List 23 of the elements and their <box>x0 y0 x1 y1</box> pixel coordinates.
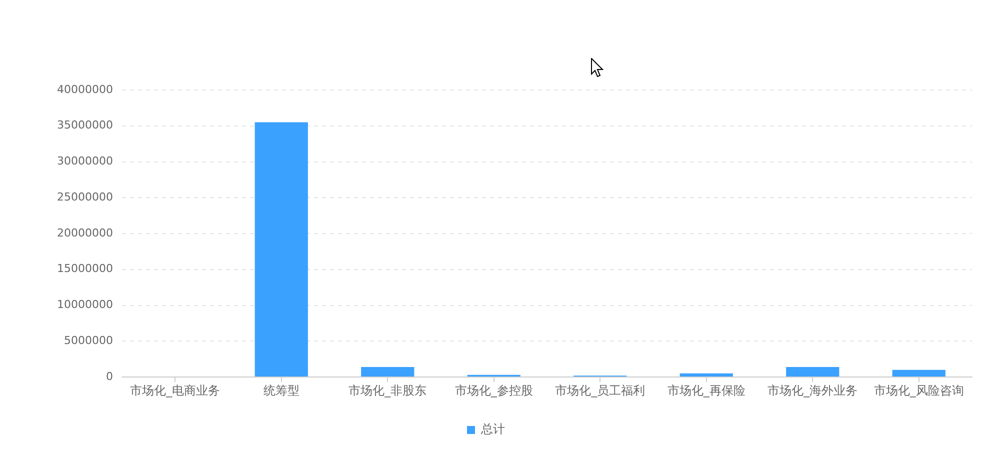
y-tick-label: 10000000 <box>57 298 113 312</box>
x-tick-label: 统筹型 <box>263 383 300 398</box>
bar <box>786 366 840 376</box>
bar <box>892 370 946 376</box>
y-tick-label: 40000000 <box>57 82 113 96</box>
y-tick-label: 35000000 <box>57 118 113 132</box>
bar <box>361 366 414 376</box>
y-tick-label: 20000000 <box>57 226 113 240</box>
y-tick-label: 0 <box>106 370 113 383</box>
x-tick-label: 市场化_非股东 <box>348 383 427 398</box>
x-tick-label: 市场化_参控股 <box>454 383 533 398</box>
y-tick-label: 5000000 <box>64 334 113 347</box>
x-tick-label: 市场化_电商业务 <box>130 383 220 398</box>
x-tick-label: 市场化_员工福利 <box>555 383 646 398</box>
bar <box>680 373 733 376</box>
x-tick-label: 市场化_再保险 <box>667 383 746 398</box>
legend-label: 总计 <box>480 422 505 436</box>
bar <box>254 122 308 376</box>
x-tick-label: 市场化_风险咨询 <box>874 383 964 398</box>
y-tick-label: 30000000 <box>57 154 113 168</box>
x-tick-label: 市场化_海外业务 <box>768 383 858 398</box>
y-tick-label: 15000000 <box>57 262 113 276</box>
y-tick-label: 25000000 <box>57 190 113 204</box>
